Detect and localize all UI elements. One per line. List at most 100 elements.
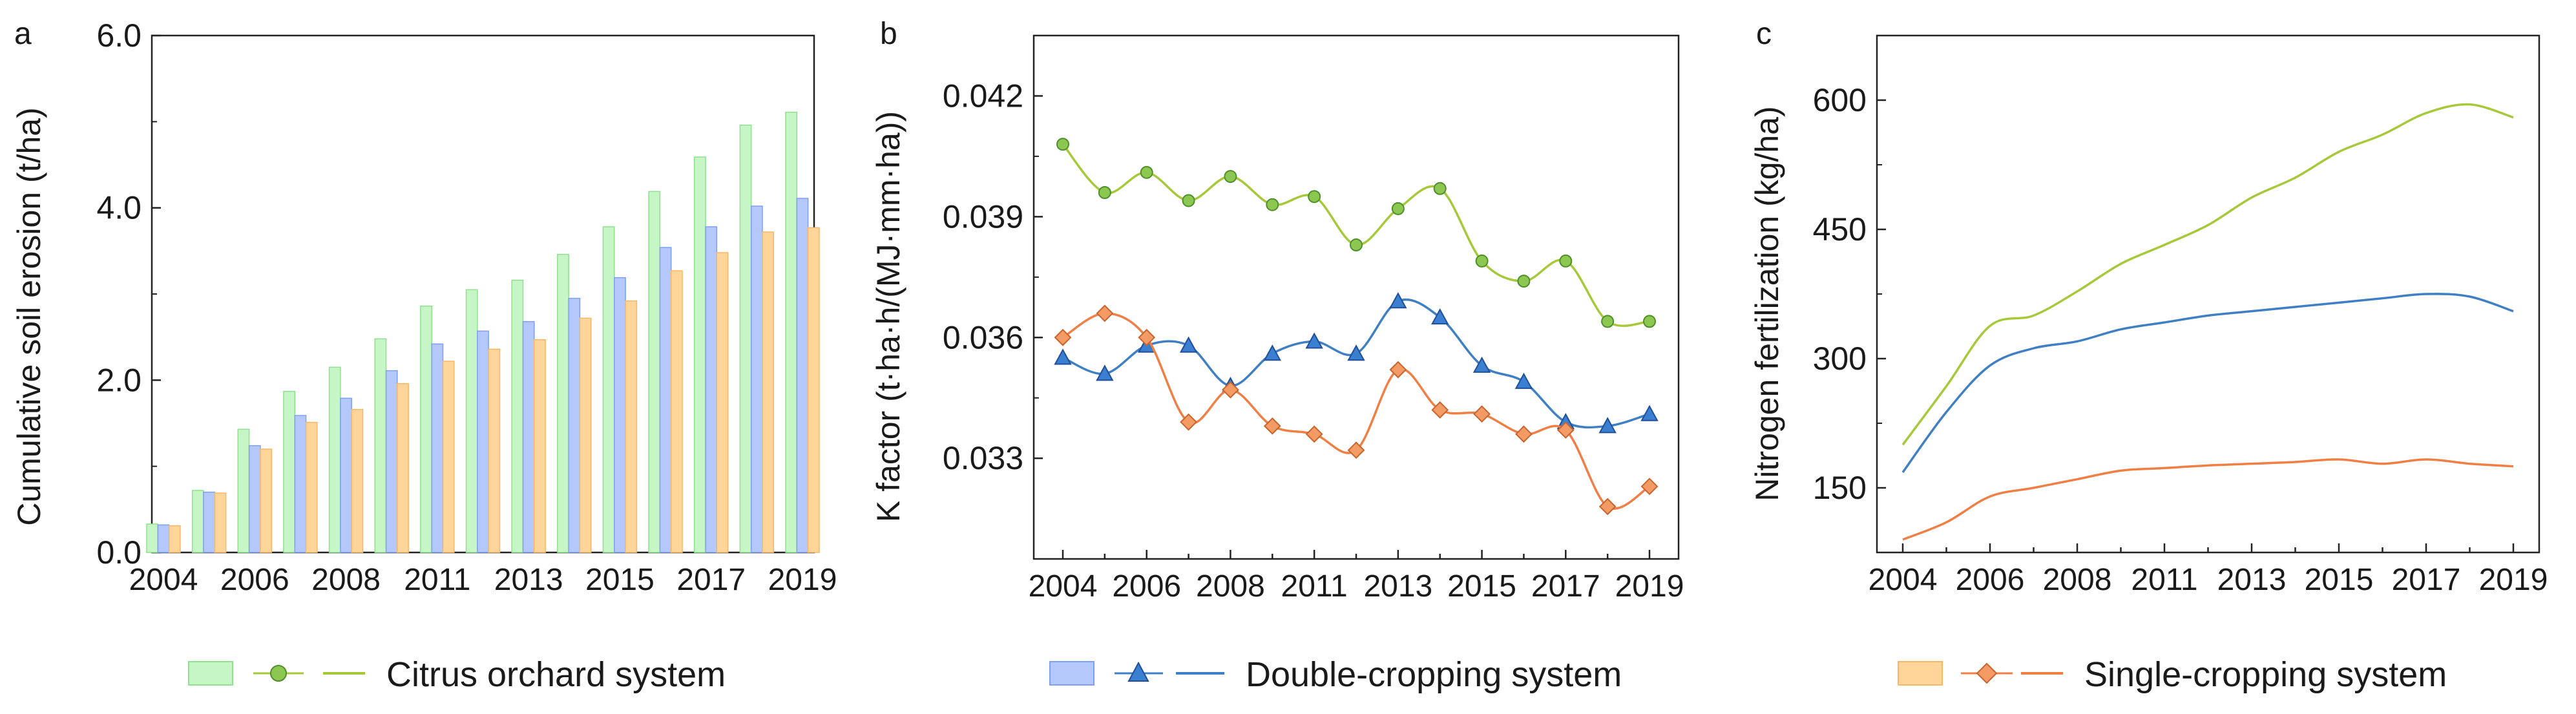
double-bar: [796, 198, 809, 553]
citrus-bar: [785, 111, 798, 553]
single-diamond-marker: [1096, 304, 1114, 322]
legend-citrus-bar-swatch: [188, 661, 233, 686]
x-tick-label: 2017: [676, 563, 746, 597]
double-bar: [659, 247, 672, 553]
x-tick-label: 2015: [2305, 563, 2374, 597]
legend-item-double: Double-cropping system: [1049, 655, 1622, 694]
double-bar: [248, 445, 261, 553]
panel-c-y-axis-label: Nitrogen fertilization (kg/ha): [1749, 106, 1785, 501]
legend-double-label: Double-cropping system: [1246, 655, 1622, 694]
double-bar: [203, 491, 216, 553]
citrus-circle-marker: [1140, 165, 1153, 179]
panel-b-line-chart: K factor (t·ha·h/(MJ·mm·ha)) 0.033 0.036 0…: [870, 34, 1684, 604]
legend-double-triangle-marker: [1127, 661, 1149, 682]
x-tick-label: 2019: [2479, 563, 2548, 597]
single-bar: [625, 300, 638, 553]
single-diamond-marker: [1389, 361, 1407, 379]
single-bar: [260, 448, 272, 553]
x-tick-label: 2008: [1196, 569, 1265, 604]
double-triangle-marker: [1640, 404, 1659, 421]
double-triangle-marker: [1179, 336, 1198, 353]
citrus-bar: [694, 156, 706, 553]
citrus-circle-marker: [1601, 315, 1615, 328]
citrus-bar: [648, 191, 661, 553]
citrus-bar: [465, 289, 478, 553]
citrus-circle-marker: [1224, 170, 1237, 184]
double-bar: [568, 297, 581, 553]
double-bar: [431, 343, 444, 553]
citrus-circle-marker: [1056, 138, 1069, 151]
legend-single-bar-swatch: [1898, 661, 1943, 686]
panel-1-plot-frame: [1032, 34, 1680, 560]
panel-label-c: c: [1756, 17, 1772, 51]
y-tick-label: 4.0: [96, 190, 141, 226]
double-bar: [614, 277, 626, 553]
legend: Citrus orchard system Double-cropping sy…: [188, 655, 2447, 694]
citrus-circle-marker: [1266, 198, 1279, 211]
x-tick-label: 2004: [1029, 569, 1098, 604]
legend-single-label: Single-cropping system: [2084, 655, 2447, 694]
y-tick-label: 2.0: [96, 362, 141, 398]
double-bar: [385, 370, 398, 553]
panel-b-y-axis-label: K factor (t·ha·h/(MJ·mm·ha)): [870, 111, 906, 522]
x-tick-label: 2015: [1447, 569, 1516, 604]
x-tick-label: 2015: [585, 563, 654, 597]
panel-label-a: a: [14, 17, 32, 51]
x-tick-label: 2006: [220, 563, 289, 597]
single-diamond-marker: [1138, 328, 1156, 346]
y-tick-label: 0.042: [943, 78, 1023, 114]
y-tick-label: 600: [1813, 82, 1867, 118]
x-tick-label: 2006: [1112, 569, 1181, 604]
single-bar: [762, 231, 775, 553]
double-bar: [522, 320, 535, 553]
single-bar: [534, 339, 546, 553]
legend-double-bar-swatch: [1049, 661, 1094, 686]
x-tick-label: 2008: [2043, 563, 2112, 597]
panel-label-b: b: [880, 17, 897, 51]
double-series-line: [1062, 298, 1650, 429]
single-diamond-marker: [1473, 405, 1491, 423]
double-bar: [294, 415, 307, 553]
x-tick-label: 2011: [2131, 563, 2197, 597]
citrus-bar: [420, 305, 432, 553]
citrus-bar: [191, 490, 204, 553]
single-bar: [442, 361, 455, 553]
citrus-circle-marker: [1559, 254, 1573, 268]
x-tick-label: 2013: [1363, 569, 1432, 604]
double-triangle-marker: [1472, 356, 1491, 373]
citrus-bar: [146, 523, 159, 553]
double-series-line: [1901, 293, 2514, 474]
single-bar: [397, 383, 409, 553]
double-bar: [750, 205, 763, 553]
single-bar: [807, 227, 820, 553]
double-bar: [157, 524, 170, 553]
legend-citrus-label: Citrus orchard system: [386, 655, 726, 694]
single-diamond-marker: [1222, 381, 1239, 399]
citrus-bar: [602, 226, 615, 553]
double-bar: [477, 330, 489, 553]
single-bar: [351, 408, 364, 553]
citrus-series-line: [1901, 103, 2514, 446]
y-tick-label: 0.039: [943, 198, 1023, 235]
citrus-bar: [511, 279, 524, 553]
double-triangle-marker: [1431, 308, 1449, 325]
single-diamond-marker: [1347, 441, 1365, 459]
y-tick-label: 0.033: [943, 440, 1023, 476]
single-diamond-marker: [1640, 478, 1659, 496]
y-tick-label: 450: [1813, 211, 1867, 247]
legend-citrus-circle-marker: [270, 665, 287, 682]
x-tick-label: 2011: [1281, 569, 1348, 604]
double-triangle-marker: [1263, 344, 1281, 361]
x-tick-label: 2019: [1615, 569, 1684, 604]
double-triangle-marker: [1305, 332, 1323, 349]
single-bar: [168, 525, 181, 553]
y-tick-label: 0.0: [96, 534, 141, 571]
single-bar: [716, 252, 729, 553]
single-diamond-marker: [1598, 498, 1617, 516]
citrus-bar: [374, 338, 387, 553]
single-diamond-marker: [1515, 425, 1533, 443]
single-diamond-marker: [1180, 413, 1197, 431]
single-bar: [488, 348, 501, 553]
x-tick-label: 2004: [1869, 563, 1938, 597]
